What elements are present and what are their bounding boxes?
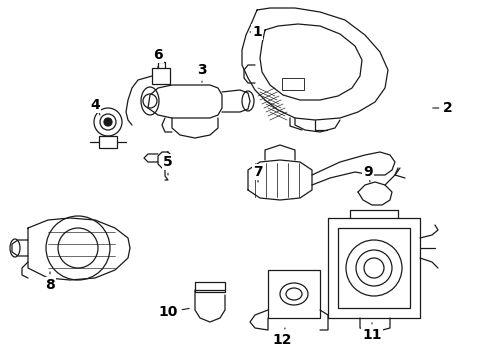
Bar [152, 68, 170, 84]
Text: 2: 2 [432, 101, 452, 115]
Text: 5: 5 [163, 155, 173, 175]
Bar [337, 228, 409, 308]
Text: 8: 8 [45, 272, 55, 292]
Text: 3: 3 [197, 63, 206, 82]
Text: 10: 10 [158, 305, 189, 319]
Circle shape [104, 118, 112, 126]
Text: 1: 1 [249, 25, 262, 39]
Text: 6: 6 [153, 48, 163, 68]
Text: 7: 7 [253, 165, 262, 182]
Text: 12: 12 [272, 328, 291, 347]
Text: 9: 9 [363, 165, 372, 182]
Bar [195, 282, 224, 292]
Bar [99, 136, 117, 148]
Text: 11: 11 [362, 323, 381, 342]
Bar [267, 270, 319, 318]
Bar [282, 78, 304, 90]
Text: 4: 4 [90, 98, 100, 115]
